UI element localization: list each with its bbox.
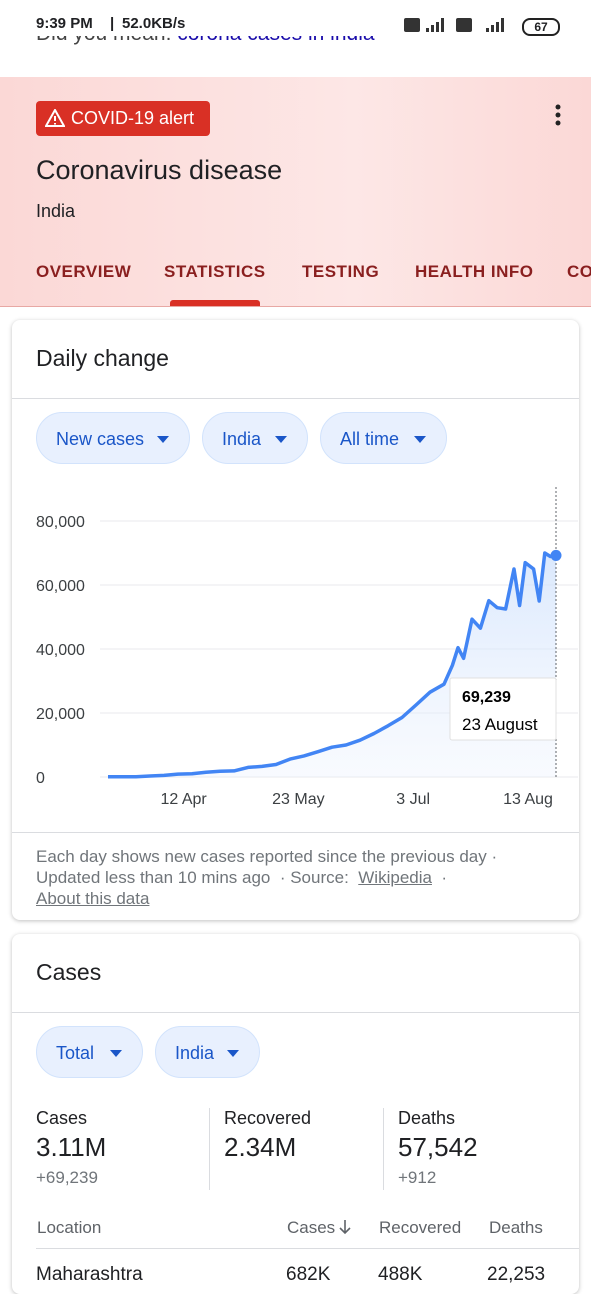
footer-updated: Updated less than 10 mins ago (36, 868, 271, 887)
table-header: Recovered (379, 1218, 462, 1237)
stat-value: 57,542 (398, 1132, 478, 1162)
status-time: 9:39 PM (36, 15, 93, 32)
alert-badge[interactable]: COVID-19 alert (36, 101, 210, 136)
area (108, 553, 556, 777)
stat-label: Cases (36, 1108, 88, 1128)
y-tick-label: 60,000 (36, 578, 85, 595)
chip[interactable]: India (202, 412, 308, 464)
stat-value: 2.34M (224, 1132, 297, 1162)
footer-note: Each day shows new cases reported since … (36, 847, 498, 866)
x-tick-label: 13 Aug (503, 791, 553, 808)
y-tick-label: 0 (36, 770, 45, 787)
chip[interactable]: India (155, 1026, 260, 1078)
cases-card: Cases Total India Cases 3.11M +69,239 Re… (12, 934, 579, 1294)
tab[interactable]: HEALTH INFO (415, 262, 534, 281)
chart: 0 20,000 40,000 60,000 80,000 12 Apr 23 May 3 J… (36, 487, 578, 808)
y-tick-label: 20,000 (36, 706, 85, 723)
stat-delta: +69,239 (36, 1168, 98, 1187)
source-link[interactable]: Wikipedia (358, 868, 432, 887)
x-tick-label: 12 Apr (160, 791, 207, 808)
y-tick-label: 40,000 (36, 642, 85, 659)
tab[interactable]: OVERVIEW (36, 262, 132, 281)
card-title: Daily change (36, 345, 169, 371)
table-header: Location (37, 1218, 102, 1237)
stat-label: Recovered (224, 1108, 312, 1128)
chip[interactable]: New cases (36, 412, 190, 464)
footer-source-label: · Source: (279, 868, 349, 887)
menu[interactable] (552, 104, 564, 126)
stat-label: Deaths (398, 1108, 456, 1128)
signal-icons (404, 18, 504, 32)
table-header[interactable]: Cases (287, 1218, 336, 1237)
tooltip-date: 23 August (462, 715, 538, 734)
stat-value: 3.11M (36, 1132, 107, 1162)
tab[interactable]: STATISTICS (164, 262, 266, 281)
chip[interactable]: All time (320, 412, 447, 464)
card-title: Cases (36, 959, 102, 985)
tab[interactable]: CO (567, 262, 591, 281)
x-tick-label: 3 Jul (396, 791, 430, 808)
x-tick-label: 23 May (272, 791, 324, 808)
stat-delta: +912 (398, 1168, 437, 1187)
status-speed: 52.0KB/s (122, 15, 186, 32)
table-cell: 682K (286, 1264, 331, 1285)
table-cell: Maharashtra (36, 1264, 143, 1285)
battery: 67 (522, 18, 560, 36)
tab-indicator (170, 300, 260, 306)
tooltip: 69,239 23 August (449, 677, 557, 741)
header-title: Coronavirus disease (36, 155, 283, 185)
chip[interactable]: Total (36, 1026, 143, 1078)
table-cell: 22,253 (487, 1264, 546, 1285)
tooltip-box (449, 677, 557, 741)
tooltip-value: 69,239 (462, 689, 511, 706)
header: COVID-19 alert Coronavirus disease India (0, 77, 591, 307)
footer: Each day shows new cases reported since … (36, 847, 498, 908)
alert-text: COVID-19 alert (71, 108, 195, 128)
about-link[interactable]: About this data (36, 889, 150, 908)
table-header: Deaths (489, 1218, 543, 1237)
header-location: India (36, 201, 76, 221)
y-tick-label: 80,000 (36, 514, 85, 531)
table-cell: 488K (378, 1264, 423, 1285)
status-bar: 9:39 PM | 52.0KB/s 67 (0, 0, 591, 36)
line (108, 551, 557, 779)
tab[interactable]: TESTING (302, 262, 380, 281)
point (550, 549, 562, 561)
sort-arrow (339, 1220, 351, 1235)
